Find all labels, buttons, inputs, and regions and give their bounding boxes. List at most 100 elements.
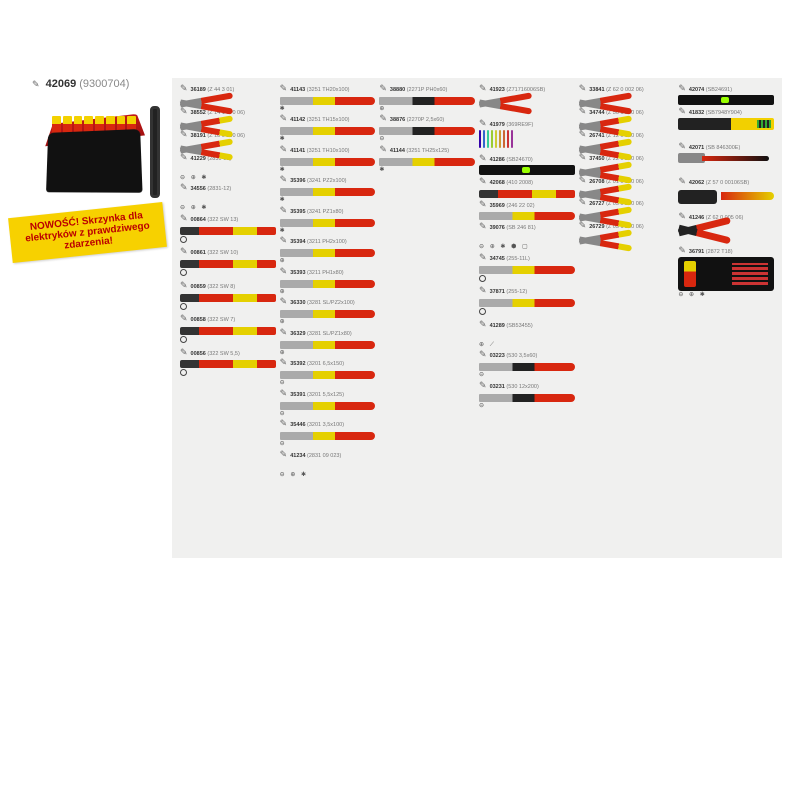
item-visual: [479, 210, 575, 220]
item-visual: [479, 361, 575, 371]
item-symbols: [479, 308, 575, 318]
item-symbols: ✱: [280, 136, 376, 143]
item-label: ✎35969 (246 22 02): [479, 200, 575, 210]
item-symbols: ⊖: [280, 441, 376, 448]
item-label: ✎38880 (2271P PH0x60): [379, 84, 475, 94]
item-visual: [180, 292, 276, 302]
item-symbols: ⊕: [280, 289, 376, 296]
catalog-item: ✎00856 (322 SW 5,5): [180, 348, 276, 379]
item-visual: [180, 118, 276, 128]
catalog-item: ✎34745 (255-11L): [479, 253, 575, 284]
item-label: ✎41286 (SB24670): [479, 154, 575, 164]
catalog-item: ✎36189 (Z 44 3 01): [180, 84, 276, 105]
item-label: ✎42071 (SB 846300E): [678, 142, 774, 152]
item-symbols: [180, 236, 276, 246]
item-visual: [678, 188, 774, 210]
item-label: ✎41144 (3251 TH25x125): [379, 145, 475, 155]
item-label: ✎03231 (530 12x200): [479, 381, 575, 391]
kit-sku: 42069: [46, 78, 77, 90]
catalog-item: ✎38876 (2270P 2,5x60) ⊖: [379, 114, 475, 142]
item-label: ✎41234 (2831 09 023): [280, 450, 376, 460]
item-symbols: [479, 275, 575, 285]
item-visual: [678, 153, 774, 175]
item-visual: [579, 141, 675, 151]
item-label: ✎35393 (3211 PH1x80): [280, 267, 376, 277]
item-visual: [479, 392, 575, 402]
item-symbols: ⊕: [280, 258, 376, 265]
item-visual: [280, 247, 376, 257]
item-symbols: ✱: [280, 167, 376, 174]
catalog-item: ✎00858 (322 SW 7): [180, 314, 276, 345]
item-symbols: ⊕: [379, 106, 475, 113]
item-visual: [280, 278, 376, 288]
item-visual: [180, 358, 276, 368]
item-label: ✎03223 (530 3,5x60): [479, 350, 575, 360]
item-symbols: ✱: [280, 106, 376, 113]
item-label: ✎41832 (SB7948Y904): [678, 107, 774, 117]
catalog-item: ✎33841 (Z 62 0 002 06): [579, 84, 675, 105]
item-label: ✎00858 (322 SW 7): [180, 314, 276, 324]
catalog-item: ✎41234 (2831 09 023)⊖ ⊕ ✱: [280, 450, 376, 478]
catalog-item: ✎35446 (3201 3,5x100) ⊖: [280, 419, 376, 447]
catalog-item: ✎35393 (3211 PH1x80) ⊕: [280, 267, 376, 295]
item-visual: [280, 369, 376, 379]
item-visual: [479, 165, 575, 175]
item-label: ✎36330 (3281 SL/PZ2x100): [280, 297, 376, 307]
catalog-item: ✎41832 (SB7948Y904): [678, 107, 774, 140]
catalog-item: ✎41142 (3251 TH15x100) ✱: [280, 114, 376, 142]
item-symbols: ⊖: [379, 136, 475, 143]
catalog-grid: ✎36189 (Z 44 3 01)✎38552 (Z 14 1 170 06)…: [172, 78, 782, 558]
item-visual: [579, 118, 675, 128]
item-label: ✎38876 (2270P 2,5x60): [379, 114, 475, 124]
item-label: ✎35392 (3201 6,5x150): [280, 358, 376, 368]
item-label: ✎41142 (3251 TH15x100): [280, 114, 376, 124]
item-visual: [678, 222, 774, 244]
catalog-item: ✎41141 (3251 TH10x100) ✱: [280, 145, 376, 173]
catalog-item: ✎34556 (2831-12) ⊖ ⊕ ✱: [180, 183, 276, 211]
kit-header: ✎ 42069 (9300704): [32, 78, 129, 90]
catalog-item: ✎03223 (530 3,5x60)⊖: [479, 350, 575, 378]
catalog-item: ✎41144 (3251 TH25x125)✱: [379, 145, 475, 173]
item-symbols: [180, 269, 276, 279]
item-label: ✎39076 (SB 246 81): [479, 222, 575, 232]
catalog-item: ✎42071 (SB 846300E): [678, 142, 774, 175]
catalog-item: ✎36791 (2872 T18)⊖ ⊕ ✱: [678, 246, 774, 298]
item-label: ✎00856 (322 SW 5,5): [180, 348, 276, 358]
catalog-column: ✎41143 (3251 TH20x100)✱✎41142 (3251 TH15…: [280, 84, 376, 552]
item-visual: [280, 156, 376, 166]
item-label: ✎41979 (369RE9F): [479, 119, 575, 129]
item-symbols: ⊖ ⊕ ✱: [180, 175, 276, 182]
item-label: ✎35395 (3241 PZ1x80): [280, 206, 376, 216]
item-visual: [479, 264, 575, 274]
item-label: ✎00859 (322 SW 8): [180, 281, 276, 291]
catalog-item: ✎35394 (3211 PH2x100)⊕: [280, 236, 376, 264]
item-symbols: ⊖ ⊕ ✱: [180, 205, 276, 212]
item-symbols: [180, 369, 276, 379]
catalog-item: ✎42062 (Z 57 0 00106SB): [678, 177, 774, 210]
catalog-item: ✎42068 (410 2008): [479, 177, 575, 198]
item-label: ✎34556 (2831-12): [180, 183, 276, 193]
item-symbols: ⊕ ⟋: [479, 342, 575, 349]
catalog-column: ✎36189 (Z 44 3 01)✎38552 (Z 14 1 170 06)…: [180, 84, 276, 552]
item-label: ✎35391 (3201 5,5x125): [280, 389, 376, 399]
item-visual: [479, 95, 575, 117]
item-visual: [379, 125, 475, 135]
item-label: ✎35446 (3201 3,5x100): [280, 419, 376, 429]
catalog-item: ✎35395 (3241 PZ1x80)✱: [280, 206, 376, 234]
item-visual: [180, 141, 276, 151]
item-symbols: ⊖: [479, 403, 575, 410]
catalog-item: ✎00859 (322 SW 8): [180, 281, 276, 312]
item-label: ✎42062 (Z 57 0 00106SB): [678, 177, 774, 187]
item-visual: [579, 186, 675, 196]
item-visual: [280, 339, 376, 349]
catalog-column: ✎33841 (Z 62 0 002 06)✎34744 (Z 50 1 200…: [579, 84, 675, 552]
item-visual: [280, 461, 376, 471]
item-visual: [280, 430, 376, 440]
catalog-item: ✎41246 (Z 62 0 005 06): [678, 212, 774, 245]
item-label: ✎37871 (255-12): [479, 286, 575, 296]
item-label: ✎36329 (3281 SL/PZ1x80): [280, 328, 376, 338]
catalog-item: ✎00864 (322 SW 13): [180, 214, 276, 245]
item-label: ✎41141 (3251 TH10x100): [280, 145, 376, 155]
item-visual: [280, 217, 376, 227]
item-visual: [479, 188, 575, 198]
